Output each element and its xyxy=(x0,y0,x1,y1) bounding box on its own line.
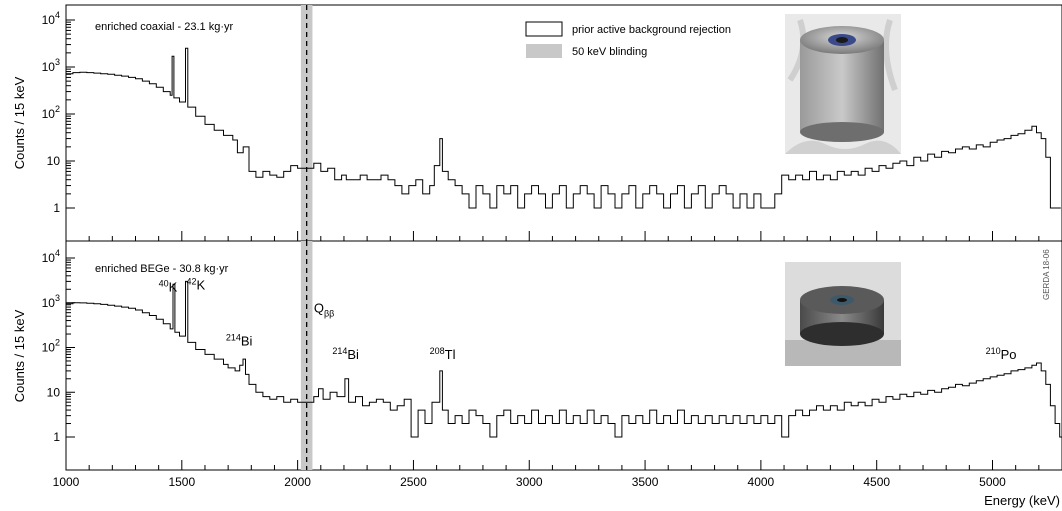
legend-swatch-blinding xyxy=(526,44,562,58)
histogram-bege xyxy=(66,280,1062,438)
x-tick-label: 2500 xyxy=(400,475,427,489)
x-tick-label: 3000 xyxy=(516,475,543,489)
annotation-label: 210Po xyxy=(986,346,1017,362)
x-tick-label: 2000 xyxy=(284,475,311,489)
x-tick-label: 1500 xyxy=(168,475,195,489)
y-tick-label: 104 xyxy=(42,248,60,265)
x-tick-label: 4500 xyxy=(863,475,890,489)
panel-coaxial-frame xyxy=(65,4,1062,242)
y-tick-label: 103 xyxy=(42,57,60,74)
legend-label-open: prior active background rejection xyxy=(572,24,731,36)
y-tick-label: 102 xyxy=(42,104,60,121)
y-axis-bege: 1 10 102 103 104 xyxy=(42,248,75,444)
watermark: GERDA 18-06 xyxy=(1042,249,1051,300)
annotation-label: 214Bi xyxy=(226,333,253,349)
y-tick-label: 10 xyxy=(47,385,61,399)
x-tick-label: 1000 xyxy=(53,475,80,489)
legend-swatch-open xyxy=(525,21,563,37)
x-axis-label: Energy (keV) xyxy=(984,493,1060,508)
x-axis: 1000 1500 2000 2500 3000 3500 4000 4500 5000 xyxy=(53,231,1040,489)
y-tick-label: 102 xyxy=(42,338,60,355)
histogram-coaxial xyxy=(66,47,1061,209)
y-axis-label-coaxial: Counts / 15 keV xyxy=(12,76,27,169)
y-axis-coaxial: 1 10 102 103 104 xyxy=(42,10,75,215)
panel-title-coaxial: enriched coaxial - 23.1 kg·yr xyxy=(95,21,234,33)
y-tick-label: 104 xyxy=(42,10,60,27)
legend-label-blinding: 50 keV blinding xyxy=(572,46,647,58)
annotation-label: 42K xyxy=(186,276,205,292)
annotation-label: Qββ xyxy=(314,301,334,319)
x-tick-label: 5000 xyxy=(979,475,1006,489)
panel-bege-frame xyxy=(65,240,1062,471)
panel-coaxial: 1 10 102 103 104 enriched coaxial - 23.1 kg·… xyxy=(42,4,1062,242)
photo-bege-detector xyxy=(785,262,901,366)
annotation-label: 214Bi xyxy=(332,346,359,362)
annotation-label: 40K xyxy=(159,278,178,294)
y-tick-label: 1 xyxy=(53,430,60,444)
y-axis-label-bege: Counts / 15 keV xyxy=(12,309,27,402)
photo-coaxial-detector xyxy=(785,14,901,154)
x-tick-label: 4000 xyxy=(748,475,775,489)
panel-title-bege: enriched BEGe - 30.8 kg·yr xyxy=(95,263,229,275)
blinding-window-bege xyxy=(300,241,313,470)
x-tick-label: 3500 xyxy=(632,475,659,489)
legend: prior active background rejection 50 keV… xyxy=(525,21,731,58)
annotations-bege: 40K 42K 214Bi Qββ 214Bi 208Tl 210Po xyxy=(159,276,1017,362)
annotation-label: 208Tl xyxy=(430,346,456,362)
y-tick-label: 10 xyxy=(47,154,61,168)
y-tick-label: 103 xyxy=(42,293,60,310)
y-tick-label: 1 xyxy=(53,201,60,215)
